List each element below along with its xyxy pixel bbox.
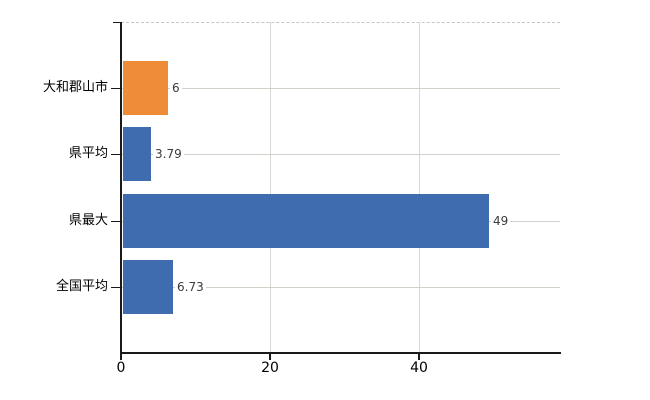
y-axis-category-label: 全国平均 — [55, 279, 108, 294]
bar-全国平均 — [123, 260, 173, 314]
y-axis-tick — [111, 154, 120, 155]
y-axis-tick — [111, 287, 120, 288]
vertical-gridline — [270, 22, 271, 352]
plot-area: 6 3.79 49 6.73 — [121, 22, 560, 353]
bar-value-label: 6.73 — [175, 279, 206, 295]
x-axis-tick — [418, 354, 420, 360]
y-axis-category-label: 大和郡山市 — [42, 80, 108, 95]
bar-value-label: 6 — [170, 80, 182, 96]
y-axis-end-tick — [113, 22, 120, 23]
y-axis-category-label: 県最大 — [68, 213, 108, 228]
x-axis-tick — [120, 354, 122, 360]
bar-大和郡山市 — [123, 61, 168, 115]
bar-県平均 — [123, 127, 151, 181]
x-axis-tick-label: 40 — [410, 360, 428, 376]
category-gridline — [121, 154, 560, 155]
y-axis-category-label: 県平均 — [68, 146, 108, 161]
plot-top-dashed-border — [121, 22, 560, 23]
bar-value-label: 3.79 — [153, 146, 184, 162]
bar-value-label: 49 — [491, 213, 511, 229]
category-gridline — [121, 88, 560, 89]
x-axis-tick-label: 20 — [261, 360, 279, 376]
y-axis-line — [120, 22, 122, 353]
x-axis-tick-label: 0 — [116, 360, 126, 376]
bar-県最大 — [123, 194, 489, 248]
x-axis-tick — [269, 354, 271, 360]
vertical-gridline — [419, 22, 420, 352]
category-gridline — [121, 287, 560, 288]
x-axis-line — [120, 352, 561, 354]
y-axis-tick — [111, 221, 120, 222]
y-axis-tick — [111, 88, 120, 89]
